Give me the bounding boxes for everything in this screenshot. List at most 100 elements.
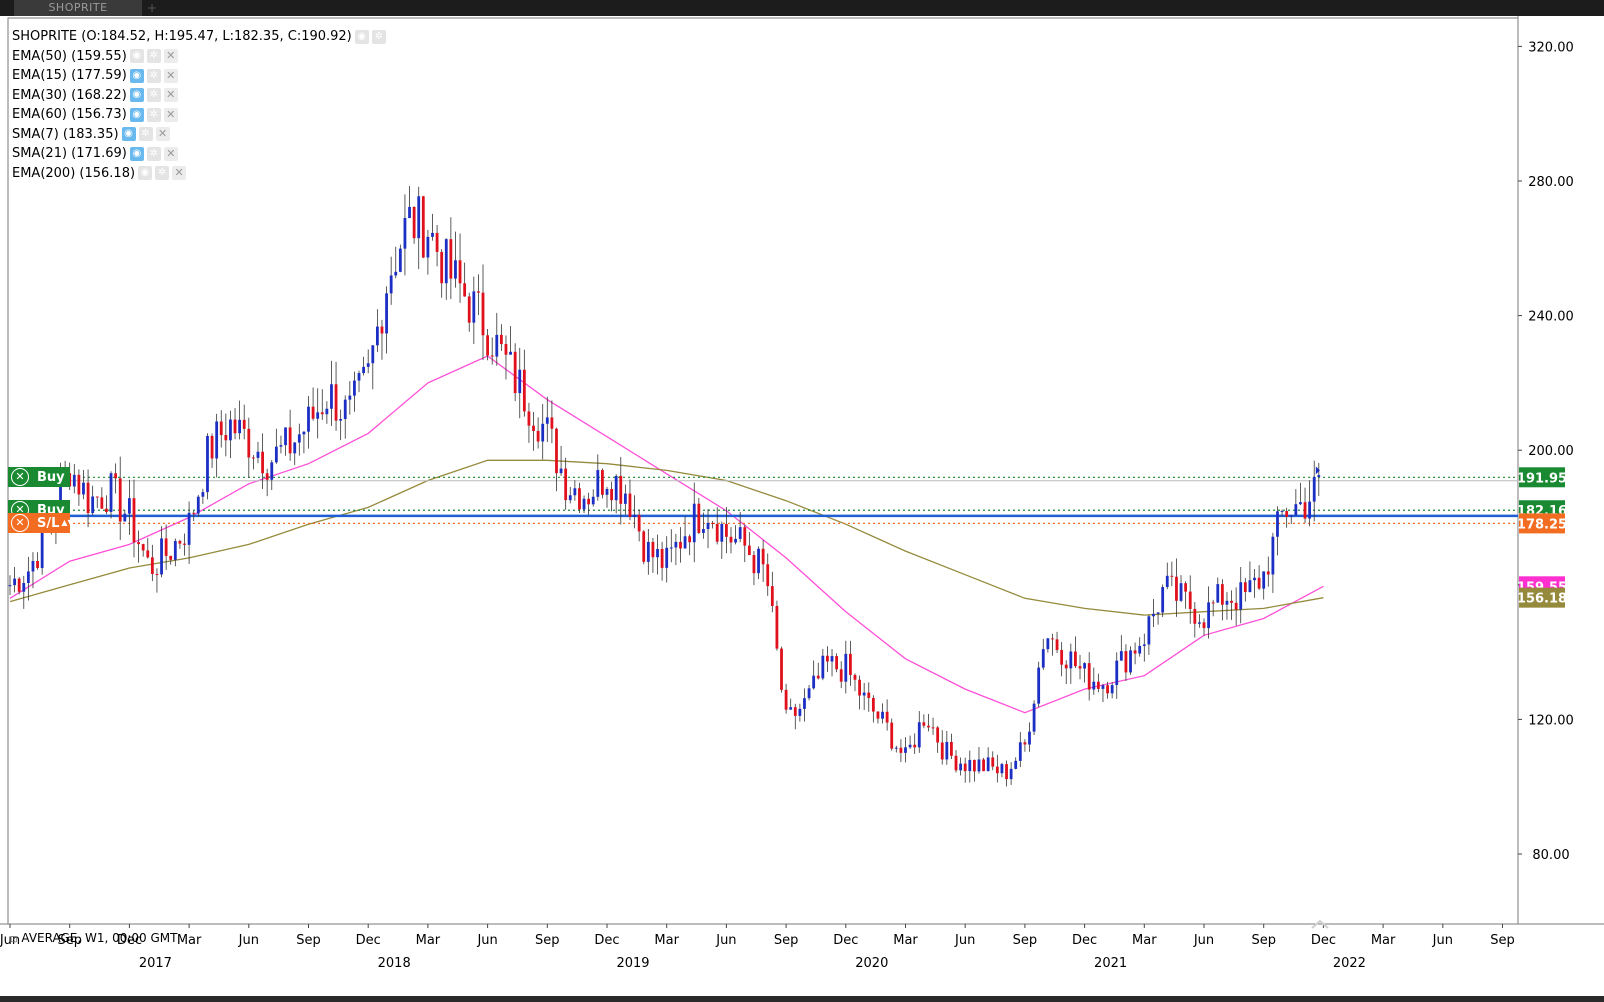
candle[interactable] bbox=[513, 351, 517, 394]
candle[interactable] bbox=[1312, 476, 1316, 502]
candle[interactable] bbox=[183, 543, 186, 545]
candle[interactable] bbox=[1161, 587, 1165, 613]
candle[interactable] bbox=[1078, 666, 1082, 669]
candle[interactable] bbox=[499, 334, 503, 345]
candle[interactable] bbox=[876, 711, 880, 719]
candle[interactable] bbox=[95, 496, 99, 498]
gear-icon[interactable]: ✲ bbox=[155, 166, 170, 181]
candle[interactable] bbox=[1142, 644, 1146, 646]
candle[interactable] bbox=[17, 578, 21, 592]
candle[interactable] bbox=[100, 497, 104, 509]
candle[interactable] bbox=[1225, 600, 1229, 605]
candle[interactable] bbox=[504, 344, 508, 355]
candle[interactable] bbox=[343, 399, 347, 419]
candle[interactable] bbox=[660, 548, 664, 568]
candle[interactable] bbox=[1060, 650, 1064, 665]
candle[interactable] bbox=[826, 655, 829, 662]
candle[interactable] bbox=[1230, 600, 1233, 603]
candle[interactable] bbox=[793, 707, 797, 716]
candle[interactable] bbox=[674, 541, 678, 548]
candle[interactable] bbox=[610, 489, 613, 501]
candle[interactable] bbox=[1289, 515, 1293, 517]
candle[interactable] bbox=[187, 512, 191, 545]
candle[interactable] bbox=[1101, 685, 1105, 689]
candle[interactable] bbox=[1000, 764, 1004, 774]
candle[interactable] bbox=[105, 508, 108, 513]
candle[interactable] bbox=[803, 698, 806, 709]
candle[interactable] bbox=[1202, 622, 1206, 629]
candle[interactable] bbox=[279, 445, 283, 447]
candle[interactable] bbox=[1276, 511, 1279, 537]
candle[interactable] bbox=[757, 548, 760, 574]
candle[interactable] bbox=[77, 474, 81, 495]
candle[interactable] bbox=[917, 722, 921, 748]
candle[interactable] bbox=[1152, 613, 1155, 617]
candle[interactable] bbox=[623, 493, 627, 504]
candle[interactable] bbox=[628, 493, 632, 517]
candle[interactable] bbox=[146, 550, 150, 558]
eye-icon[interactable]: ◉ bbox=[129, 49, 144, 64]
candle[interactable] bbox=[233, 419, 237, 434]
price-chart[interactable]: 80.00 120.00 200.00 240.00 280.00 320.00 Jun Se… bbox=[0, 16, 1604, 996]
candle[interactable] bbox=[862, 692, 866, 696]
candle[interactable] bbox=[522, 369, 526, 412]
candle[interactable] bbox=[807, 688, 811, 699]
candle[interactable] bbox=[972, 759, 976, 772]
candle[interactable] bbox=[1271, 536, 1275, 575]
close-icon[interactable]: ✕ bbox=[155, 127, 170, 142]
close-circle-icon[interactable]: ✕ bbox=[11, 514, 29, 533]
candle[interactable] bbox=[36, 560, 39, 569]
candle[interactable] bbox=[477, 291, 480, 293]
candle[interactable] bbox=[1106, 685, 1109, 694]
candle[interactable] bbox=[573, 488, 577, 496]
candle[interactable] bbox=[688, 536, 692, 543]
candle[interactable] bbox=[1234, 602, 1238, 610]
gear-icon[interactable]: ✲ bbox=[371, 29, 386, 44]
candle[interactable] bbox=[821, 655, 825, 679]
candle[interactable] bbox=[679, 541, 682, 549]
candle[interactable] bbox=[555, 428, 558, 474]
eye-icon[interactable]: ◉ bbox=[129, 88, 144, 103]
candle[interactable] bbox=[798, 708, 802, 716]
candle[interactable] bbox=[559, 468, 563, 474]
candle[interactable] bbox=[904, 747, 907, 753]
candle[interactable] bbox=[371, 345, 375, 364]
candle[interactable] bbox=[467, 296, 471, 323]
candle[interactable] bbox=[734, 538, 737, 543]
candle[interactable] bbox=[118, 478, 122, 522]
eye-icon[interactable]: ◉ bbox=[121, 127, 136, 142]
candle[interactable] bbox=[982, 759, 985, 772]
gear-icon[interactable]: ✲ bbox=[138, 127, 153, 142]
candle[interactable] bbox=[1110, 685, 1114, 694]
candle[interactable] bbox=[720, 523, 724, 542]
tab-shoprite[interactable]: SHOPRITE bbox=[14, 0, 142, 16]
gear-icon[interactable]: ✲ bbox=[146, 88, 161, 103]
close-icon[interactable]: ✕ bbox=[172, 166, 187, 181]
candle[interactable] bbox=[114, 473, 118, 479]
candle[interactable] bbox=[1074, 651, 1077, 667]
candle[interactable] bbox=[1303, 502, 1307, 519]
candle[interactable] bbox=[160, 538, 163, 575]
candle[interactable] bbox=[568, 495, 572, 501]
candle[interactable] bbox=[288, 427, 292, 454]
candle[interactable] bbox=[853, 674, 857, 680]
candle[interactable] bbox=[164, 538, 168, 556]
candle[interactable] bbox=[1285, 511, 1289, 517]
candle[interactable] bbox=[591, 496, 595, 505]
candle[interactable] bbox=[995, 766, 999, 774]
candle[interactable] bbox=[26, 571, 30, 584]
candle[interactable] bbox=[642, 531, 646, 562]
close-icon[interactable]: ✕ bbox=[163, 49, 178, 64]
candle[interactable] bbox=[128, 498, 131, 514]
candle[interactable] bbox=[1198, 622, 1201, 624]
candle[interactable] bbox=[619, 475, 623, 504]
candle[interactable] bbox=[1051, 638, 1054, 640]
candle[interactable] bbox=[894, 747, 898, 749]
candle[interactable] bbox=[421, 196, 425, 258]
candle[interactable] bbox=[665, 547, 669, 568]
candle[interactable] bbox=[481, 292, 485, 336]
candle[interactable] bbox=[389, 275, 393, 294]
candle[interactable] bbox=[242, 419, 246, 429]
candle[interactable] bbox=[578, 488, 581, 510]
candle[interactable] bbox=[1124, 651, 1128, 673]
